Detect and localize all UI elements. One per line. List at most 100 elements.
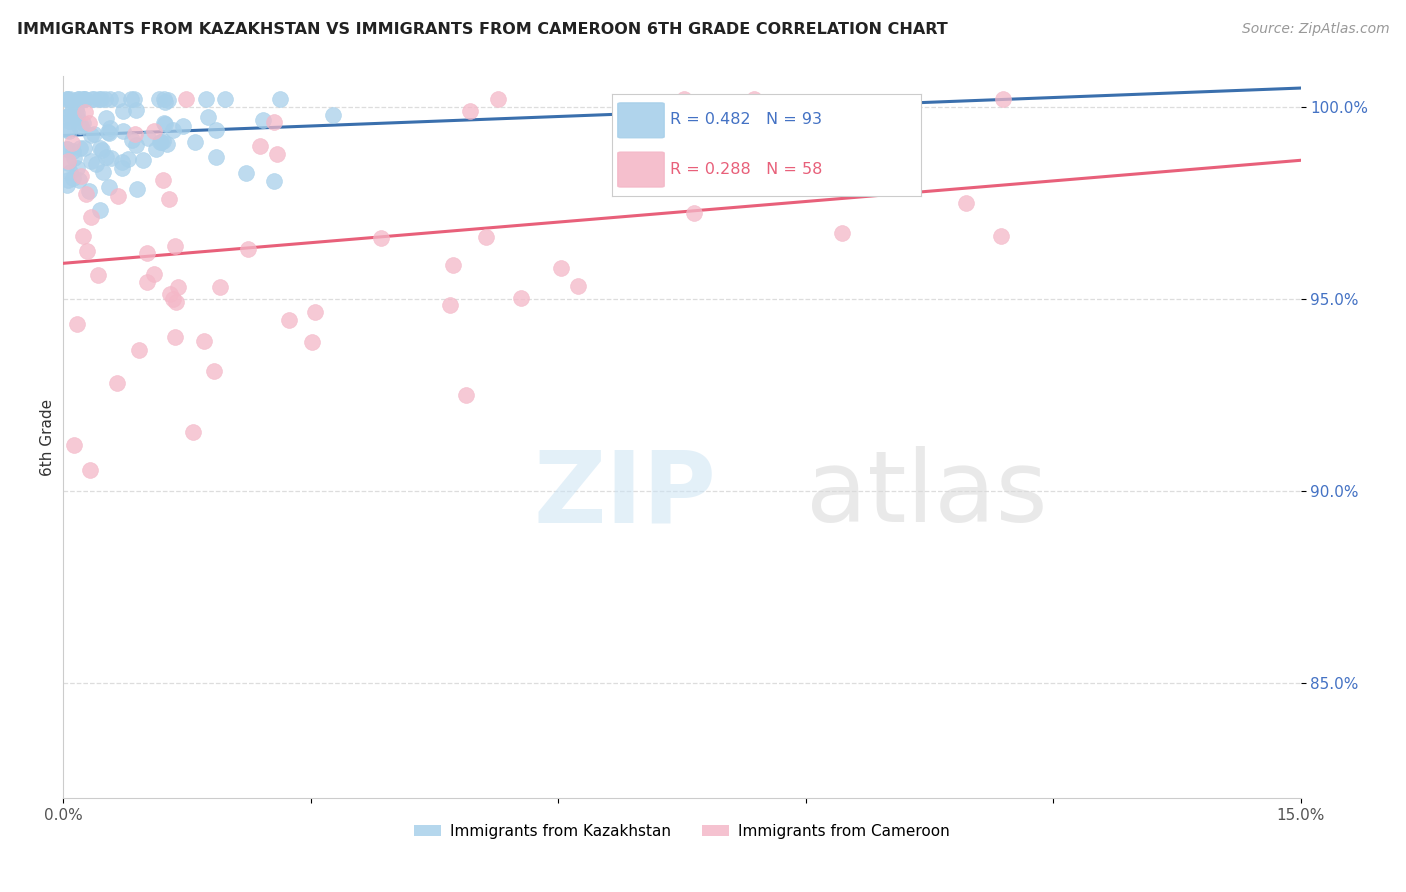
Point — [56, 142, 79, 156]
Point — [66, 161, 89, 175]
Point — [73, 92, 96, 106]
Point — [69, 141, 91, 155]
Point — [67, 119, 90, 133]
Point — [235, 166, 257, 180]
Text: Source: ZipAtlas.com: Source: ZipAtlas.com — [1241, 22, 1389, 37]
Point — [125, 181, 148, 195]
Point — [205, 150, 228, 164]
Point — [63, 151, 86, 165]
Point — [62, 170, 84, 185]
Point — [167, 280, 190, 294]
Text: R = 0.288   N = 58: R = 0.288 N = 58 — [671, 162, 823, 178]
Point — [65, 102, 87, 116]
Point — [157, 93, 180, 107]
Point — [322, 107, 344, 121]
Point — [89, 92, 111, 106]
Point — [90, 92, 112, 106]
Point — [67, 173, 90, 187]
Point — [56, 173, 79, 187]
Point — [454, 388, 477, 402]
Point — [152, 173, 174, 187]
Point — [152, 134, 174, 148]
Point — [111, 161, 134, 176]
Point — [91, 165, 114, 179]
Point — [56, 110, 79, 124]
Point — [148, 92, 170, 106]
Point — [72, 228, 94, 243]
Point — [56, 142, 79, 156]
Point — [162, 123, 184, 137]
Point — [567, 278, 589, 293]
Point — [304, 305, 326, 319]
Point — [128, 343, 150, 358]
Point — [153, 117, 176, 131]
Point — [56, 156, 79, 170]
Point — [165, 239, 187, 253]
Point — [63, 438, 86, 452]
Point — [112, 104, 135, 119]
Point — [65, 105, 87, 120]
Point — [121, 133, 143, 147]
Point — [135, 275, 157, 289]
Point — [156, 136, 179, 151]
Point — [136, 245, 159, 260]
Point — [58, 108, 80, 122]
Point — [208, 280, 231, 294]
Point — [159, 192, 181, 206]
Point — [136, 130, 159, 145]
Point — [83, 92, 105, 106]
Point — [77, 116, 100, 130]
Point — [77, 184, 100, 198]
Point — [111, 123, 134, 137]
Point — [72, 92, 94, 106]
Point — [89, 202, 111, 217]
Point — [97, 126, 120, 140]
Point — [94, 92, 117, 106]
Point — [125, 138, 148, 153]
Point — [66, 110, 89, 124]
Point — [249, 139, 271, 153]
Point — [62, 144, 84, 158]
Point — [509, 291, 531, 305]
Point — [79, 153, 101, 168]
Point — [991, 92, 1014, 106]
Point — [75, 105, 97, 120]
Point — [58, 92, 80, 106]
Point — [107, 92, 129, 106]
Point — [84, 157, 107, 171]
Text: R = 0.482   N = 93: R = 0.482 N = 93 — [671, 112, 823, 127]
Point — [86, 268, 108, 282]
Point — [202, 364, 225, 378]
Point — [149, 135, 172, 149]
Point — [111, 155, 134, 169]
Point — [159, 286, 181, 301]
Point — [96, 150, 118, 164]
Point — [550, 260, 572, 275]
Point — [56, 123, 79, 137]
Point — [60, 136, 83, 151]
Point — [277, 313, 299, 327]
Point — [100, 151, 122, 165]
Point — [153, 115, 176, 129]
Point — [263, 173, 285, 187]
Point — [107, 189, 129, 203]
Point — [79, 128, 101, 142]
Point — [266, 147, 288, 161]
Legend: Immigrants from Kazakhstan, Immigrants from Cameroon: Immigrants from Kazakhstan, Immigrants f… — [408, 818, 956, 845]
Point — [475, 229, 498, 244]
Point — [955, 196, 977, 211]
Point — [263, 115, 285, 129]
Point — [89, 141, 111, 155]
Point — [66, 317, 89, 331]
Point — [59, 165, 82, 179]
Point — [205, 123, 228, 137]
Point — [269, 92, 291, 106]
Point — [163, 330, 186, 344]
Point — [181, 425, 204, 439]
Point — [58, 124, 80, 138]
Point — [252, 113, 274, 128]
Point — [82, 92, 104, 106]
Point — [742, 92, 765, 106]
Point — [80, 211, 103, 225]
Point — [439, 298, 461, 312]
